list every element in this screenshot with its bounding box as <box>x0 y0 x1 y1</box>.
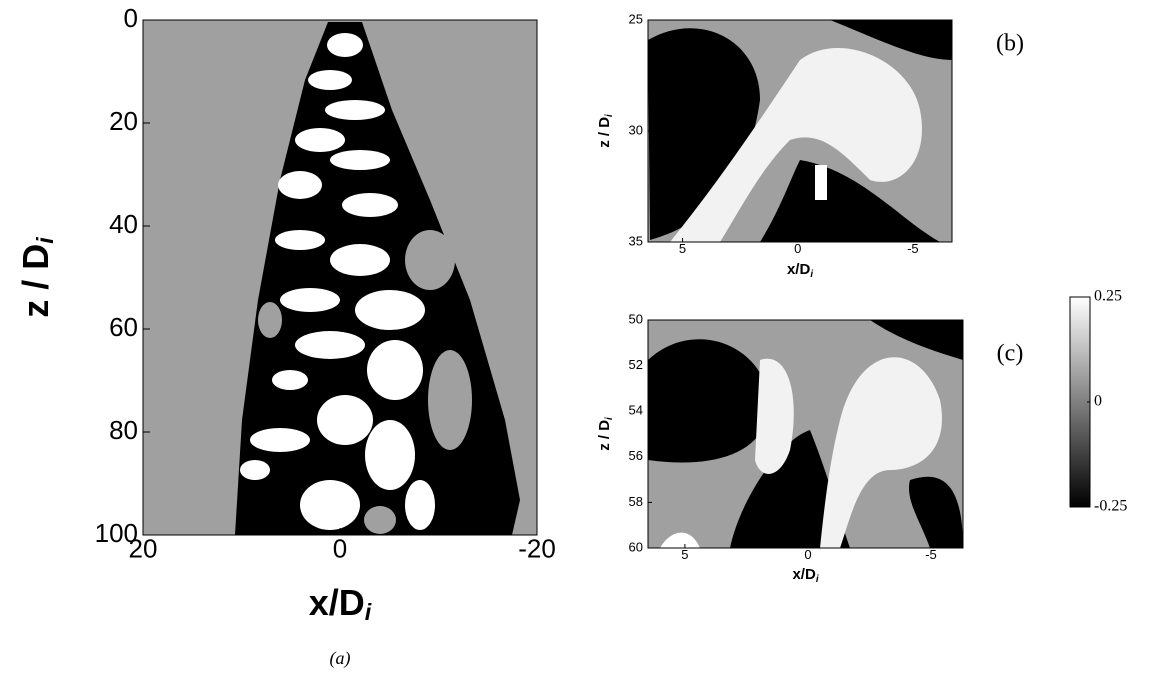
axis-label: z / Di <box>596 114 614 148</box>
x-tick-label: -5 <box>925 547 937 562</box>
y-tick-label: 20 <box>109 106 138 136</box>
field-b <box>648 20 952 242</box>
y-tick-label: 60 <box>109 312 138 342</box>
axis-label: z / Di <box>596 417 614 451</box>
colorbar-tick-label: 0 <box>1094 393 1102 410</box>
y-tick-label: 56 <box>629 448 643 463</box>
plot-frame <box>647 319 964 549</box>
axis-label: x/Di <box>792 566 818 584</box>
x-tick-label: -5 <box>907 241 919 256</box>
axis-label-text: z / D <box>15 244 56 318</box>
axis-label-text: x/D <box>309 582 365 623</box>
axis-label-subscript: i <box>816 573 819 584</box>
x-tick-label: 0 <box>804 547 811 562</box>
axis-label-subscript: i <box>603 417 614 420</box>
x-tick-label: -20 <box>518 533 556 563</box>
axis-label-subscript: i <box>810 268 813 279</box>
x-tick-label: 20 <box>129 533 158 563</box>
axis-label: x/Di <box>787 261 813 279</box>
y-tick-label: 100 <box>95 518 138 548</box>
x-tick-label: 0 <box>333 533 347 563</box>
x-tick-label: 0 <box>794 241 801 256</box>
field-c <box>648 320 963 548</box>
y-tick-label: 80 <box>109 415 138 445</box>
axis-label-subscript: i <box>32 237 58 244</box>
field-a <box>143 20 537 535</box>
axis-label: x/Di <box>309 582 372 626</box>
x-tick-label: 5 <box>679 241 686 256</box>
y-tick-label: 25 <box>629 11 643 26</box>
axis-label-text: x/D <box>787 261 811 278</box>
axis-label-subscript: i <box>365 599 372 625</box>
axis-label-text: z / D <box>596 117 613 148</box>
x-tick-label: 5 <box>681 547 688 562</box>
axis-label-text: z / D <box>596 420 613 451</box>
y-tick-label: 54 <box>629 403 643 418</box>
colorbar-tick-label: -0.25 <box>1094 498 1127 515</box>
colorbar-tick-label: 0.25 <box>1094 288 1122 305</box>
y-tick-label: 30 <box>629 122 643 137</box>
y-tick-label: 0 <box>124 3 138 33</box>
y-tick-label: 58 <box>629 494 643 509</box>
y-tick-label: 60 <box>629 539 643 554</box>
y-tick-label: 50 <box>629 311 643 326</box>
caption: (a) <box>330 648 351 669</box>
y-tick-label: 52 <box>629 357 643 372</box>
caption: (c) <box>997 341 1024 367</box>
y-tick-label: 40 <box>109 209 138 239</box>
y-tick-label: 35 <box>629 233 643 248</box>
axis-label-text: x/D <box>792 566 816 583</box>
axis-label: z / Di <box>15 237 59 318</box>
axis-label-subscript: i <box>603 114 614 117</box>
caption: (b) <box>996 31 1024 57</box>
